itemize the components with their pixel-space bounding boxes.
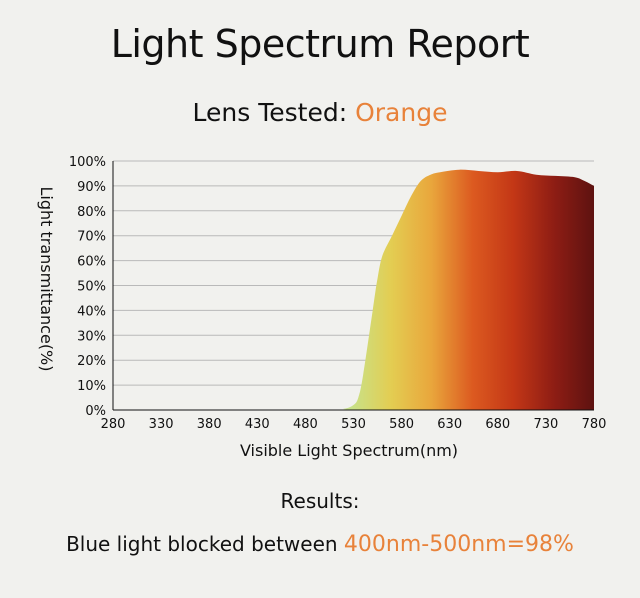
x-tick-label: 730 — [533, 417, 558, 432]
results-heading: Results: — [280, 489, 360, 513]
x-tick-label: 480 — [293, 417, 318, 432]
y-tick-label: 50% — [77, 280, 106, 295]
y-tick-label: 90% — [77, 180, 106, 195]
lens-tested-value: Orange — [355, 98, 448, 127]
report-title: Light Spectrum Report — [110, 22, 530, 66]
x-tick-label: 430 — [245, 417, 270, 432]
x-tick-label: 530 — [341, 417, 366, 432]
lens-tested-line: Lens Tested: Orange — [0, 98, 640, 127]
y-tick-label: 0% — [85, 404, 106, 419]
y-tick-label: 10% — [77, 379, 106, 394]
y-tick-labels: 0% 10% 20% 30% 40% 50% 60% 70% 80% 90% 100% — [69, 155, 106, 419]
x-axis-label: Visible Light Spectrum(nm) — [240, 441, 458, 460]
x-tick-label: 680 — [485, 417, 510, 432]
x-tick-label: 280 — [101, 417, 126, 432]
blocked-summary: Blue light blocked between 400nm-500nm=9… — [0, 532, 640, 557]
x-tick-label: 580 — [389, 417, 414, 432]
x-tick-label: 780 — [582, 417, 607, 432]
y-tick-label: 20% — [77, 354, 106, 369]
y-axis-label: Light transmittance(%) — [37, 187, 56, 372]
blocked-summary-label: Blue light blocked between — [66, 532, 344, 556]
x-tick-label: 630 — [437, 417, 462, 432]
y-tick-label: 30% — [77, 329, 106, 344]
y-tick-label: 100% — [69, 155, 106, 170]
transmittance-area — [113, 169, 594, 410]
x-tick-labels: 280 330 380 430 480 530 580 630 680 730 780 — [101, 417, 607, 432]
x-tick-label: 330 — [149, 417, 174, 432]
y-tick-label: 60% — [77, 255, 106, 270]
y-tick-label: 40% — [77, 304, 106, 319]
x-tick-label: 380 — [197, 417, 222, 432]
blocked-summary-value: 400nm-500nm=98% — [343, 532, 574, 557]
lens-tested-label: Lens Tested: — [192, 98, 356, 127]
y-tick-label: 80% — [77, 205, 106, 220]
y-tick-label: 70% — [77, 230, 106, 245]
